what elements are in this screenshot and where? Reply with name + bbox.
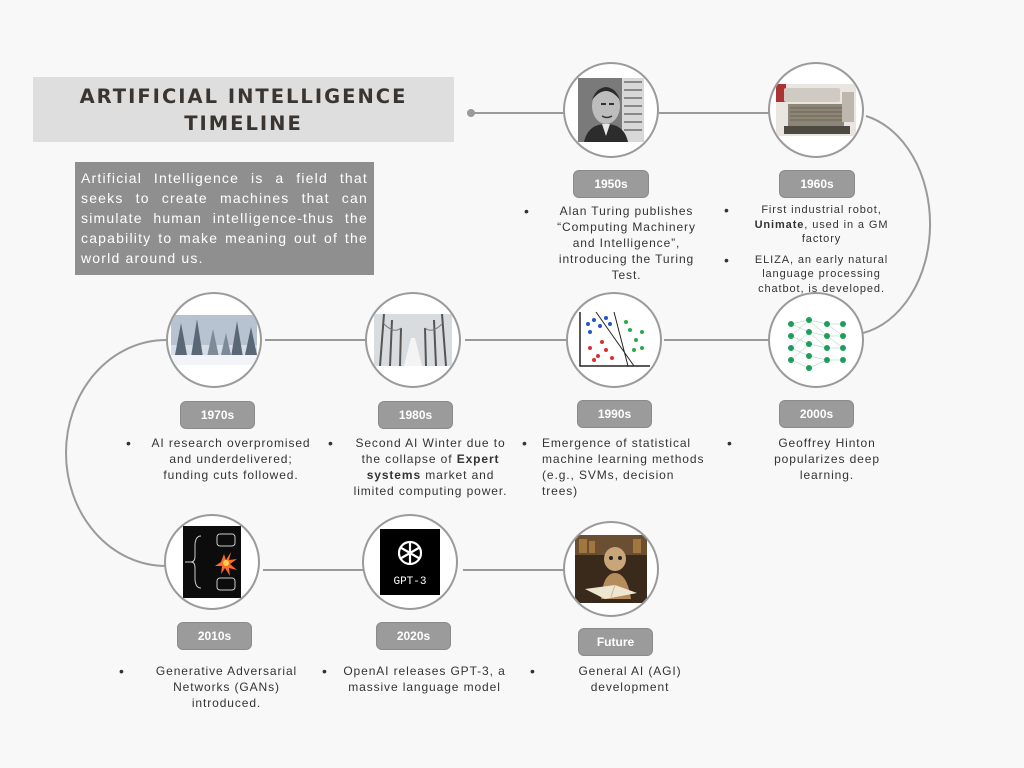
milestone-desc-item: Alan Turing publishes “Computing Machine… [524, 203, 709, 283]
milestone-desc-item: AI research overpromised and underdelive… [126, 435, 316, 483]
milestone-desc-item: Second AI Winter due to the collapse of … [328, 435, 513, 499]
milestone-desc-item: General AI (AGI) development [530, 663, 710, 695]
milestone-desc-item: Generative Adversarial Networks (GANs) i… [119, 663, 314, 711]
milestone-desc-item: ELIZA, an early natural language process… [724, 253, 899, 297]
snowy-path-image [374, 314, 452, 366]
milestone-desc-1950s: Alan Turing publishes “Computing Machine… [524, 203, 709, 289]
milestone-label-1970s: 1970s [180, 401, 255, 429]
milestone-desc-1990s: Emergence of statistical machine learnin… [522, 435, 707, 505]
milestone-desc-2020s: OpenAI releases GPT-3, a massive languag… [322, 663, 507, 701]
milestone-desc-1980s: Second AI Winter due to the collapse of … [328, 435, 513, 505]
node-2010s-image [164, 514, 260, 610]
node-1960s-image [768, 62, 864, 158]
node-1970s-image [166, 292, 262, 388]
node-1990s-image [566, 292, 662, 388]
page-title: ARTIFICIAL INTELLIGENCE TIMELINE [79, 84, 408, 135]
neural-network-image [788, 317, 846, 371]
milestone-desc-2000s: Geoffrey Hinton popularizes deep learnin… [727, 435, 907, 489]
milestone-desc-1960s: First industrial robot, Unimate, used in… [724, 203, 899, 302]
milestone-desc-item: First industrial robot, Unimate, used in… [724, 203, 899, 247]
milestone-label-1950s: 1950s [573, 170, 649, 198]
node-1950s-image [563, 62, 659, 158]
ml-scatter-image [576, 310, 652, 370]
milestone-desc-future: General AI (AGI) development [530, 663, 710, 701]
milestone-desc-item: OpenAI releases GPT-3, a massive languag… [322, 663, 507, 695]
milestone-label-1980s: 1980s [378, 401, 453, 429]
milestone-label-2020s: 2020s [376, 622, 451, 650]
gan-diagram-image [183, 526, 241, 598]
turing-portrait-image [578, 78, 644, 142]
milestone-desc-item: Emergence of statistical machine learnin… [522, 435, 707, 499]
milestone-label-2010s: 2010s [177, 622, 252, 650]
milestone-desc-item: Geoffrey Hinton popularizes deep learnin… [727, 435, 907, 483]
node-2020s-image: GPT-3 [362, 514, 458, 610]
gpt3-logo-image: GPT-3 [380, 529, 440, 595]
node-future-image [563, 521, 659, 617]
milestone-desc-1970s: AI research overpromised and underdelive… [126, 435, 316, 489]
node-1980s-image [365, 292, 461, 388]
intro-text: Artificial Intelligence is a field that … [75, 162, 374, 275]
milestone-label-1990s: 1990s [577, 400, 652, 428]
gpt3-logo-text: GPT-3 [393, 576, 426, 588]
winter-forest-image [171, 315, 257, 365]
node-2000s-image [768, 292, 864, 388]
milestone-label-future: Future [578, 628, 653, 656]
milestone-label-1960s: 1960s [779, 170, 855, 198]
robot-reading-image [575, 535, 647, 603]
unimate-robot-image [776, 84, 856, 136]
milestone-label-2000s: 2000s [779, 400, 854, 428]
timeline-title-box: ARTIFICIAL INTELLIGENCE TIMELINE [33, 77, 454, 142]
milestone-desc-2010s: Generative Adversarial Networks (GANs) i… [119, 663, 314, 717]
